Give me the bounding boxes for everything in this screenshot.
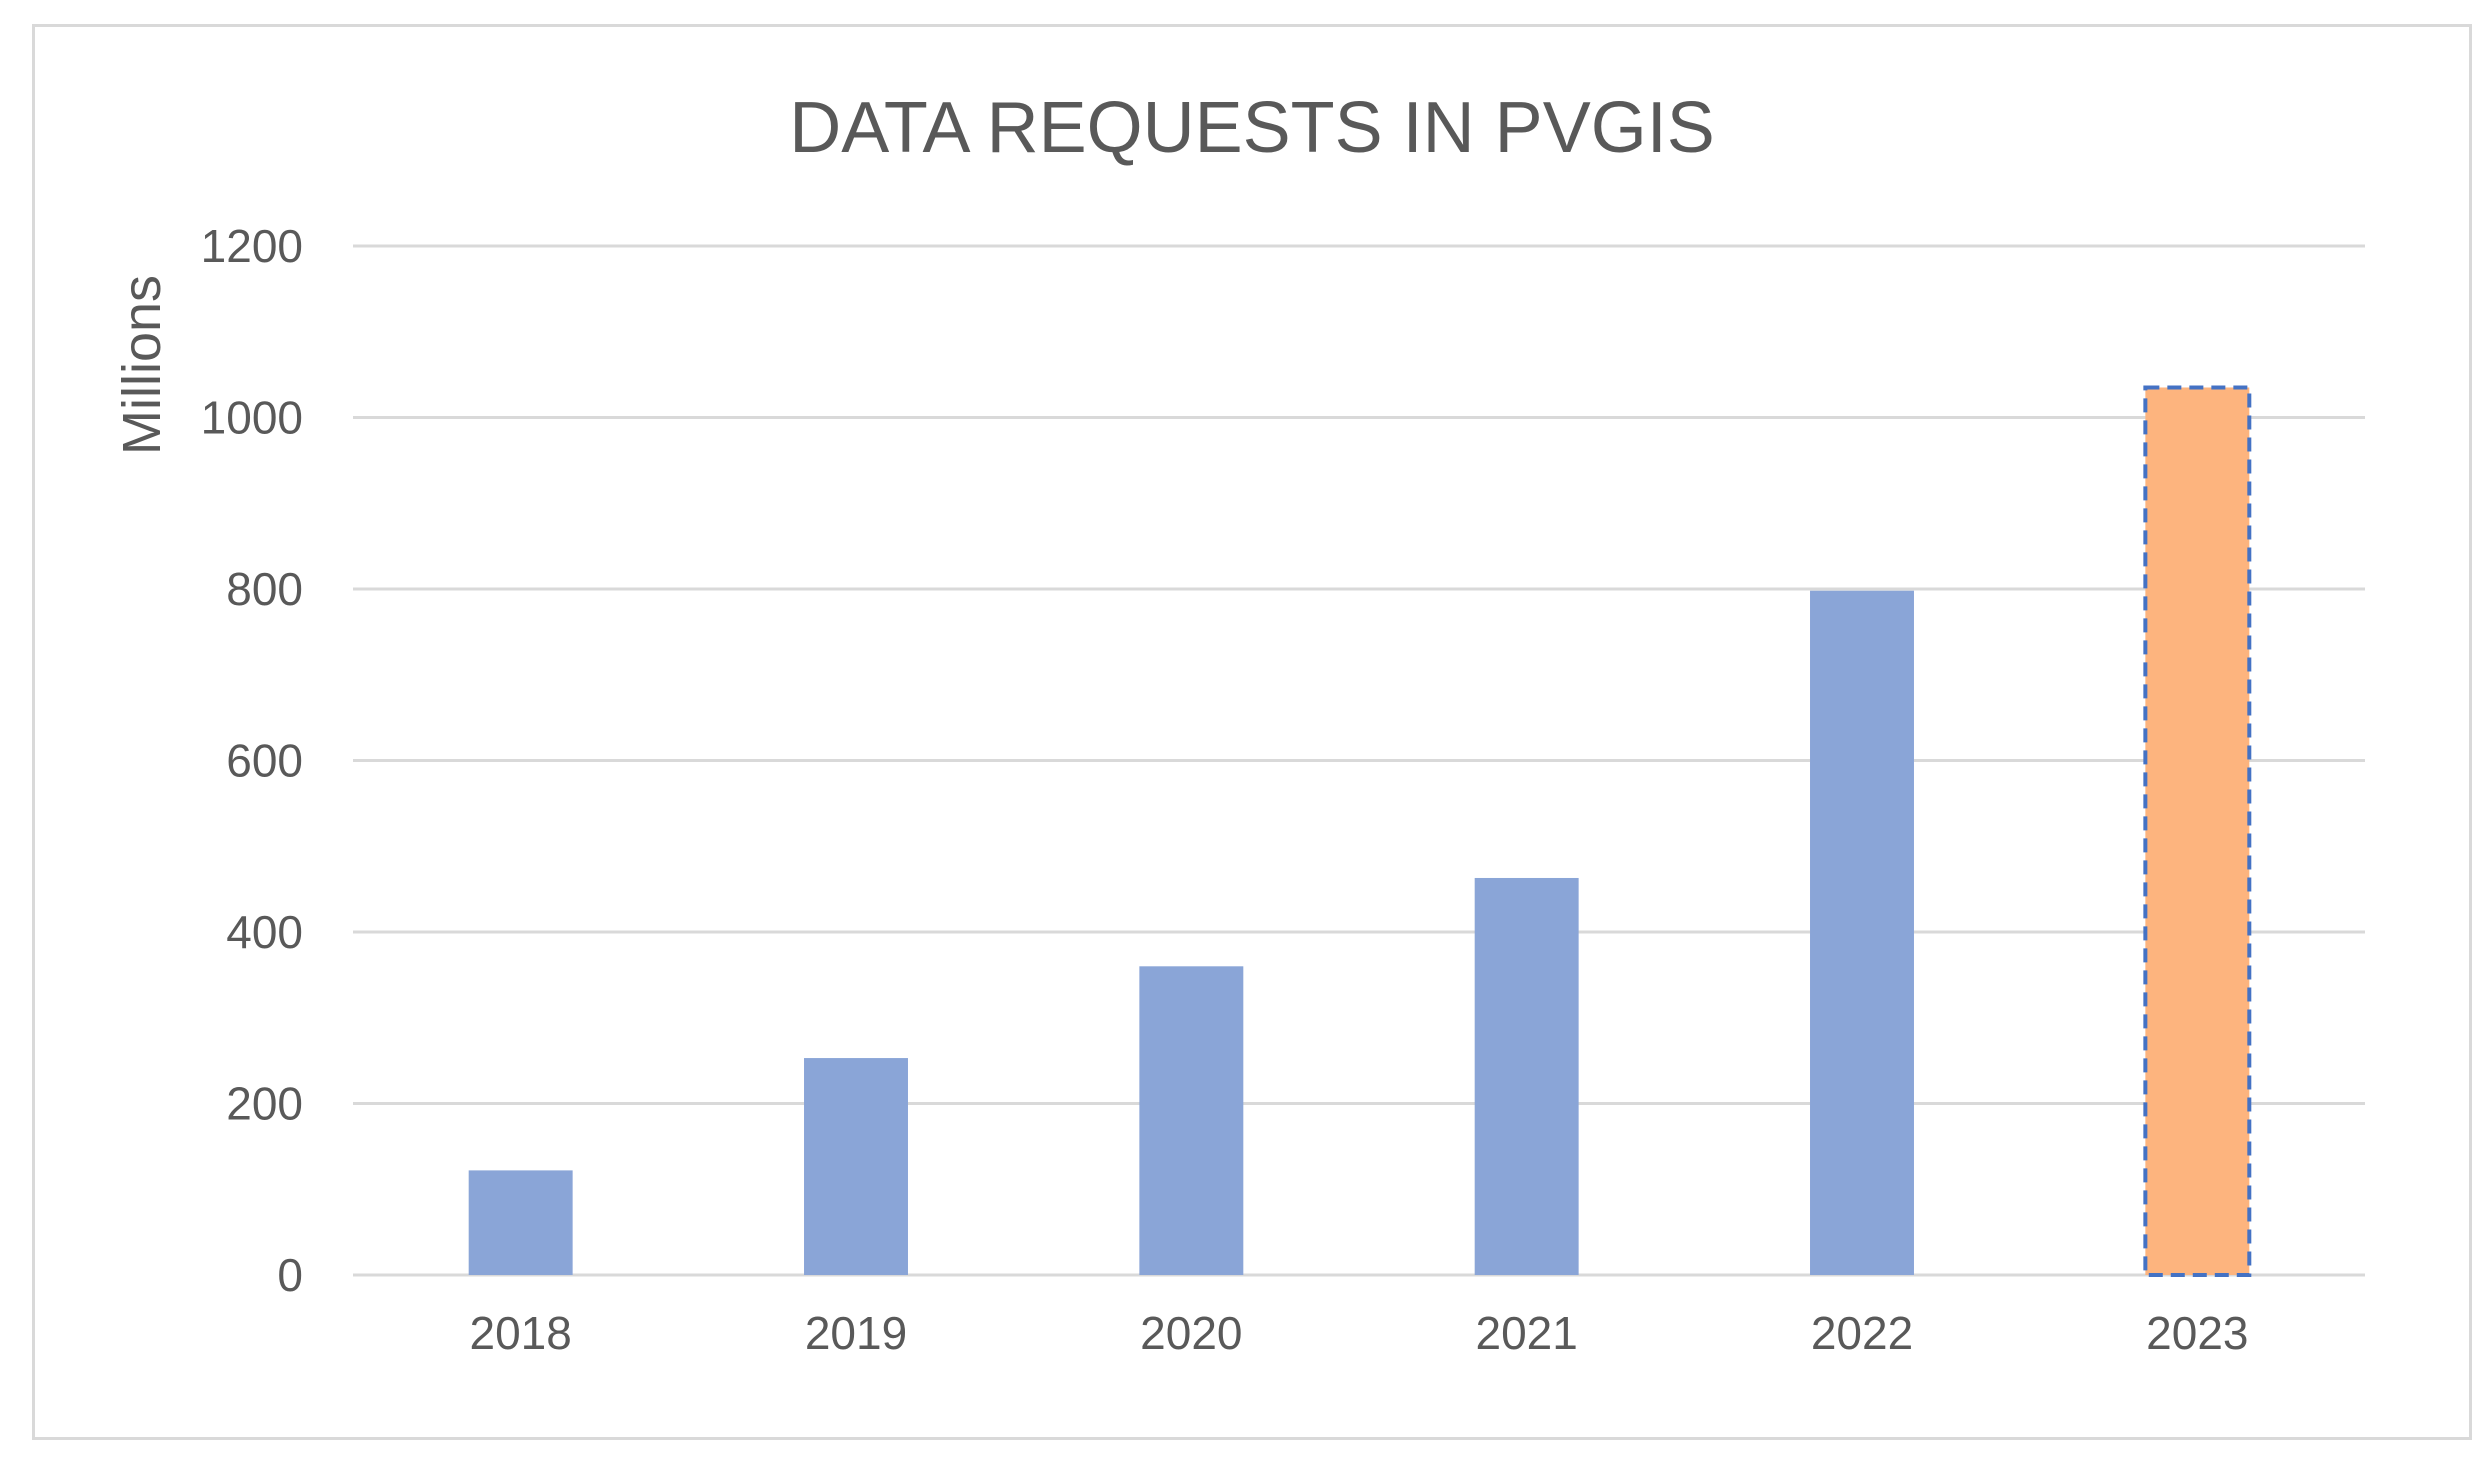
y-tick-label: 800	[226, 563, 303, 615]
x-tick-label: 2020	[1140, 1307, 1242, 1359]
x-tick-labels: 2018 2019 2020 2021 2022 2023	[469, 1307, 2248, 1359]
x-tick-label: 2023	[2146, 1307, 2248, 1359]
chart-title: DATA REQUESTS IN PVGIS	[789, 88, 1715, 168]
y-tick-label: 0	[277, 1249, 303, 1301]
bar-2019	[804, 1058, 908, 1275]
bar-chart: DATA REQUESTS IN PVGIS Millions 0 200 400 6…	[112, 88, 2365, 1359]
y-tick-label: 1000	[201, 392, 303, 444]
y-tick-label: 200	[226, 1078, 303, 1130]
y-tick-label: 400	[226, 906, 303, 958]
bar-2023	[2143, 385, 2252, 1277]
chart-frame: DATA REQUESTS IN PVGIS Millions 0 200 400 6…	[32, 24, 2472, 1440]
y-axis-title: Millions	[112, 275, 172, 455]
x-tick-label: 2021	[1475, 1307, 1577, 1359]
bar-2018	[468, 1170, 573, 1275]
x-tick-label: 2018	[469, 1307, 571, 1359]
y-tick-label: 600	[226, 735, 303, 787]
gridlines	[353, 244, 2365, 1277]
x-tick-label: 2019	[805, 1307, 907, 1359]
bar-2022	[1810, 590, 1914, 1275]
x-tick-label: 2022	[1811, 1307, 1913, 1359]
y-tick-label: 1200	[201, 220, 303, 272]
bar-2021	[1474, 877, 1579, 1275]
bar-2020	[1139, 966, 1244, 1275]
bars	[468, 385, 2252, 1277]
y-tick-labels: 0 200 400 600 800 1000 1200	[201, 220, 303, 1301]
